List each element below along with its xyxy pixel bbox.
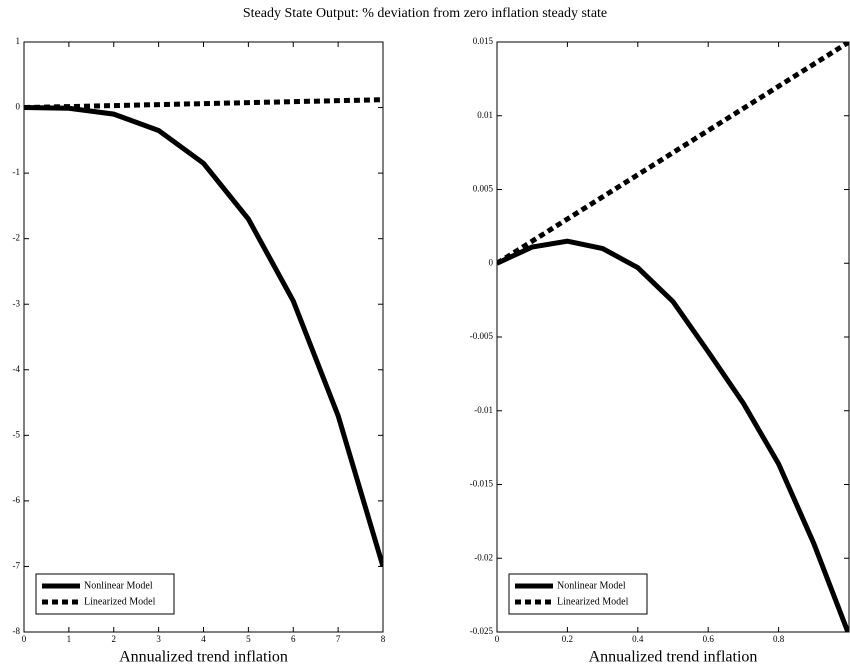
y-tick-label: -6 <box>13 495 21 505</box>
x-tick-label: 5 <box>246 634 251 644</box>
legend: Nonlinear Model Linearized Model <box>508 573 648 615</box>
legend-label: Linearized Model <box>84 596 156 607</box>
x-tick-label: 6 <box>291 634 296 644</box>
x-tick-label: 0 <box>495 634 500 644</box>
x-tick-label: 0.4 <box>632 634 644 644</box>
y-tick-label: -0.02 <box>474 552 493 562</box>
y-tick-label: -0.01 <box>474 405 493 415</box>
x-tick-label: 4 <box>201 634 206 644</box>
y-tick-label: -0.015 <box>470 479 494 489</box>
series-line <box>497 238 849 632</box>
x-tick-label: 0 <box>22 634 27 644</box>
x-tick-label: 1 <box>67 634 72 644</box>
y-tick-label: -8 <box>13 626 21 636</box>
figure-title: Steady State Output: % deviation from ze… <box>243 6 607 21</box>
y-tick-label: -5 <box>13 429 21 439</box>
legend-label: Nonlinear Model <box>84 580 153 591</box>
x-tick-label: 3 <box>156 634 161 644</box>
y-tick-label: 1 <box>16 36 21 46</box>
x-axis-label: Annualized trend inflation <box>589 649 758 666</box>
y-tick-label: -7 <box>13 561 21 571</box>
y-tick-label: 0.005 <box>473 184 494 194</box>
legend-label: Nonlinear Model <box>557 580 626 591</box>
x-tick-label: 7 <box>336 634 341 644</box>
legend-box <box>35 573 175 615</box>
y-tick-label: 0 <box>16 102 21 112</box>
y-tick-label: 0.015 <box>473 36 494 46</box>
series-line <box>24 105 383 568</box>
y-tick-label: -4 <box>13 364 21 374</box>
x-tick-label: 8 <box>381 634 386 644</box>
legend-label: Linearized Model <box>557 596 629 607</box>
x-axis-label: Annualized trend inflation <box>119 649 288 666</box>
series-line <box>497 42 849 266</box>
y-tick-label: -0.005 <box>470 331 494 341</box>
y-tick-label: -0.025 <box>470 626 494 636</box>
series-line <box>24 97 383 111</box>
y-tick-label: -2 <box>13 233 21 243</box>
y-tick-label: -1 <box>13 167 21 177</box>
axes-box <box>23 41 384 633</box>
x-tick-label: 2 <box>112 634 117 644</box>
x-tick-label: 0.6 <box>703 634 715 644</box>
x-tick-label: 0.8 <box>773 634 785 644</box>
y-tick-label: 0 <box>489 257 494 267</box>
x-tick-label: 0.2 <box>562 634 573 644</box>
y-tick-label: -3 <box>13 298 21 308</box>
legend-box <box>508 573 648 615</box>
axes-box <box>496 41 850 633</box>
y-tick-label: 0.01 <box>477 110 493 120</box>
legend: Nonlinear Model Linearized Model <box>35 573 175 615</box>
